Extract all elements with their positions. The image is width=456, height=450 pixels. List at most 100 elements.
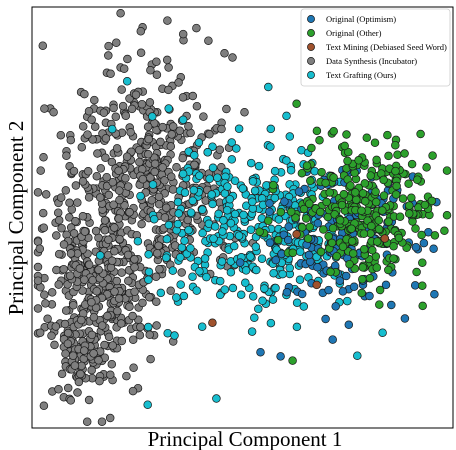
data-point-text-grafting-ours [136, 191, 145, 201]
data-point-data-synthesis-incubator [122, 152, 132, 161]
data-point-original-other [405, 201, 414, 210]
data-point-data-synthesis-incubator [162, 203, 171, 213]
data-point-original-other [347, 224, 356, 234]
data-point-text-grafting-ours [178, 169, 188, 179]
data-point-data-synthesis-incubator [116, 319, 126, 328]
data-point-data-synthesis-incubator [154, 241, 163, 251]
data-point-data-synthesis-incubator [74, 377, 84, 387]
data-point-text-grafting-ours [173, 219, 183, 229]
data-point-data-synthesis-incubator [66, 249, 76, 258]
legend-label-original-optimism: Original (Optimism) [326, 14, 396, 24]
data-point-original-optimism [429, 244, 438, 254]
data-point-data-synthesis-incubator [65, 198, 74, 208]
data-point-original-other [286, 207, 296, 217]
data-point-text-grafting-ours [203, 148, 212, 157]
data-point-text-grafting-ours [239, 210, 248, 220]
data-point-text-grafting-ours [107, 124, 117, 134]
data-point-text-grafting-ours [250, 313, 259, 323]
data-point-original-optimism [328, 335, 337, 344]
data-point-data-synthesis-incubator [78, 286, 87, 295]
data-point-data-synthesis-incubator [153, 249, 162, 258]
data-point-data-synthesis-incubator [128, 335, 138, 344]
data-point-data-synthesis-incubator [71, 217, 80, 226]
data-point-text-grafting-ours [268, 295, 278, 304]
data-point-original-other [255, 227, 264, 236]
data-point-original-optimism [344, 320, 354, 330]
data-point-original-other [347, 237, 357, 246]
data-point-data-synthesis-incubator [155, 265, 164, 274]
data-point-data-synthesis-incubator [119, 64, 129, 73]
data-point-data-synthesis-incubator [84, 260, 94, 269]
data-point-original-other [374, 216, 384, 225]
data-point-data-synthesis-incubator [172, 163, 181, 172]
data-point-original-optimism [410, 281, 420, 290]
data-point-data-synthesis-incubator [240, 108, 249, 117]
data-point-data-synthesis-incubator [39, 153, 48, 162]
legend-marker-text-mining-debiased-seed-word [307, 43, 315, 51]
data-point-original-other [351, 188, 360, 197]
data-point-data-synthesis-incubator [115, 234, 124, 244]
data-point-data-synthesis-incubator [130, 287, 139, 296]
data-point-data-synthesis-incubator [124, 276, 133, 286]
data-point-text-mining-debiased-seed-word [380, 234, 390, 243]
data-point-data-synthesis-incubator [125, 302, 134, 312]
data-point-data-synthesis-incubator [107, 360, 117, 369]
points-layer [33, 9, 452, 426]
data-point-data-synthesis-incubator [89, 312, 99, 322]
data-point-text-grafting-ours [285, 263, 294, 273]
data-point-text-mining-debiased-seed-word [312, 280, 321, 290]
data-point-data-synthesis-incubator [68, 351, 78, 360]
data-point-text-grafting-ours [218, 227, 227, 236]
data-point-data-synthesis-incubator [120, 201, 129, 210]
data-point-original-other [335, 216, 345, 225]
data-point-data-synthesis-incubator [38, 41, 48, 50]
data-point-data-synthesis-incubator [151, 272, 161, 282]
data-point-data-synthesis-incubator [92, 171, 102, 181]
data-point-data-synthesis-incubator [220, 49, 229, 58]
legend-label-text-grafting-ours: Text Grafting (Ours) [326, 70, 396, 80]
data-point-data-synthesis-incubator [154, 192, 164, 202]
data-point-data-synthesis-incubator [54, 216, 64, 225]
data-point-original-optimism [400, 314, 410, 323]
data-point-data-synthesis-incubator [41, 190, 51, 199]
data-point-text-grafting-ours [223, 182, 232, 191]
data-point-data-synthesis-incubator [152, 297, 161, 306]
data-point-data-synthesis-incubator [129, 363, 138, 372]
data-point-data-synthesis-incubator [125, 208, 134, 217]
data-point-original-other [407, 193, 416, 203]
data-point-original-other [417, 230, 426, 240]
data-point-original-optimism [304, 250, 314, 260]
data-point-data-synthesis-incubator [70, 361, 80, 370]
data-point-text-grafting-ours [161, 253, 171, 262]
data-point-data-synthesis-incubator [66, 135, 76, 145]
data-point-text-grafting-ours [179, 291, 189, 301]
data-point-text-grafting-ours [174, 209, 183, 218]
data-point-data-synthesis-incubator [54, 249, 64, 259]
data-point-original-other [357, 288, 366, 298]
data-point-data-synthesis-incubator [49, 107, 58, 117]
data-point-text-grafting-ours [188, 196, 197, 205]
data-point-text-grafting-ours [217, 257, 227, 266]
data-point-data-synthesis-incubator [83, 167, 93, 176]
data-point-text-grafting-ours [246, 158, 256, 168]
y-axis-label: Principal Component 2 [4, 121, 28, 316]
data-point-original-other [389, 241, 398, 251]
data-point-original-optimism [381, 280, 391, 290]
data-point-data-synthesis-incubator [87, 330, 97, 340]
data-point-original-other [322, 197, 331, 207]
data-point-original-other [418, 301, 427, 311]
legend-label-text-mining-debiased-seed-word: Text Mining (Debiased Seed Word) [326, 42, 447, 52]
data-point-data-synthesis-incubator [123, 250, 133, 260]
data-point-text-grafting-ours [219, 216, 228, 225]
data-point-original-other [301, 214, 311, 223]
data-point-original-other [317, 167, 326, 177]
data-point-text-grafting-ours [207, 190, 216, 199]
data-point-data-synthesis-incubator [114, 294, 124, 303]
data-point-data-synthesis-incubator [130, 262, 139, 272]
legend-marker-data-synthesis-incubator [307, 57, 315, 65]
data-point-data-synthesis-incubator [87, 297, 96, 307]
data-point-text-grafting-ours [212, 394, 221, 403]
data-point-text-grafting-ours [205, 174, 214, 183]
data-point-text-grafting-ours [236, 290, 246, 300]
data-point-data-synthesis-incubator [110, 246, 119, 256]
